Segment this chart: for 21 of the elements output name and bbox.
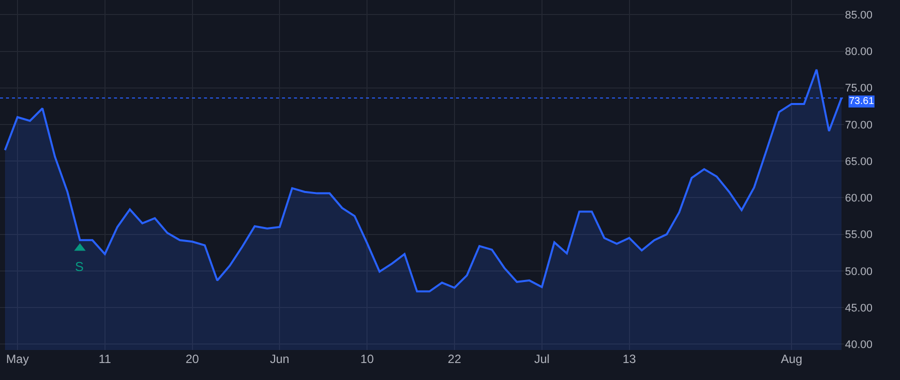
y-tick-label: 75.00 xyxy=(845,82,873,95)
x-tick-label: 11 xyxy=(98,352,112,366)
x-tick-label: Jun xyxy=(270,352,290,366)
y-tick-label: 70.00 xyxy=(845,119,873,132)
y-tick-label: 60.00 xyxy=(845,192,873,205)
x-tick-label: 10 xyxy=(360,352,374,366)
x-tick-label: Jul xyxy=(534,352,550,366)
annotation: S xyxy=(75,259,84,274)
y-tick-label: 45.00 xyxy=(845,302,873,314)
x-tick-label: May xyxy=(6,352,29,366)
y-tick-label: 85.00 xyxy=(845,9,873,22)
x-tick-label: 20 xyxy=(186,352,200,366)
y-tick-label: 40.00 xyxy=(845,338,873,351)
x-tick-label: Aug xyxy=(780,352,802,366)
x-tick-label: 13 xyxy=(622,352,636,366)
y-tick-label: 55.00 xyxy=(845,229,873,242)
y-tick-label: 65.00 xyxy=(845,156,873,168)
y-tick-label: 50.00 xyxy=(845,266,873,278)
x-tick-label: 22 xyxy=(448,352,462,366)
y-tick-label: 80.00 xyxy=(845,46,873,58)
ref-line-label: 73.61 xyxy=(849,96,874,107)
